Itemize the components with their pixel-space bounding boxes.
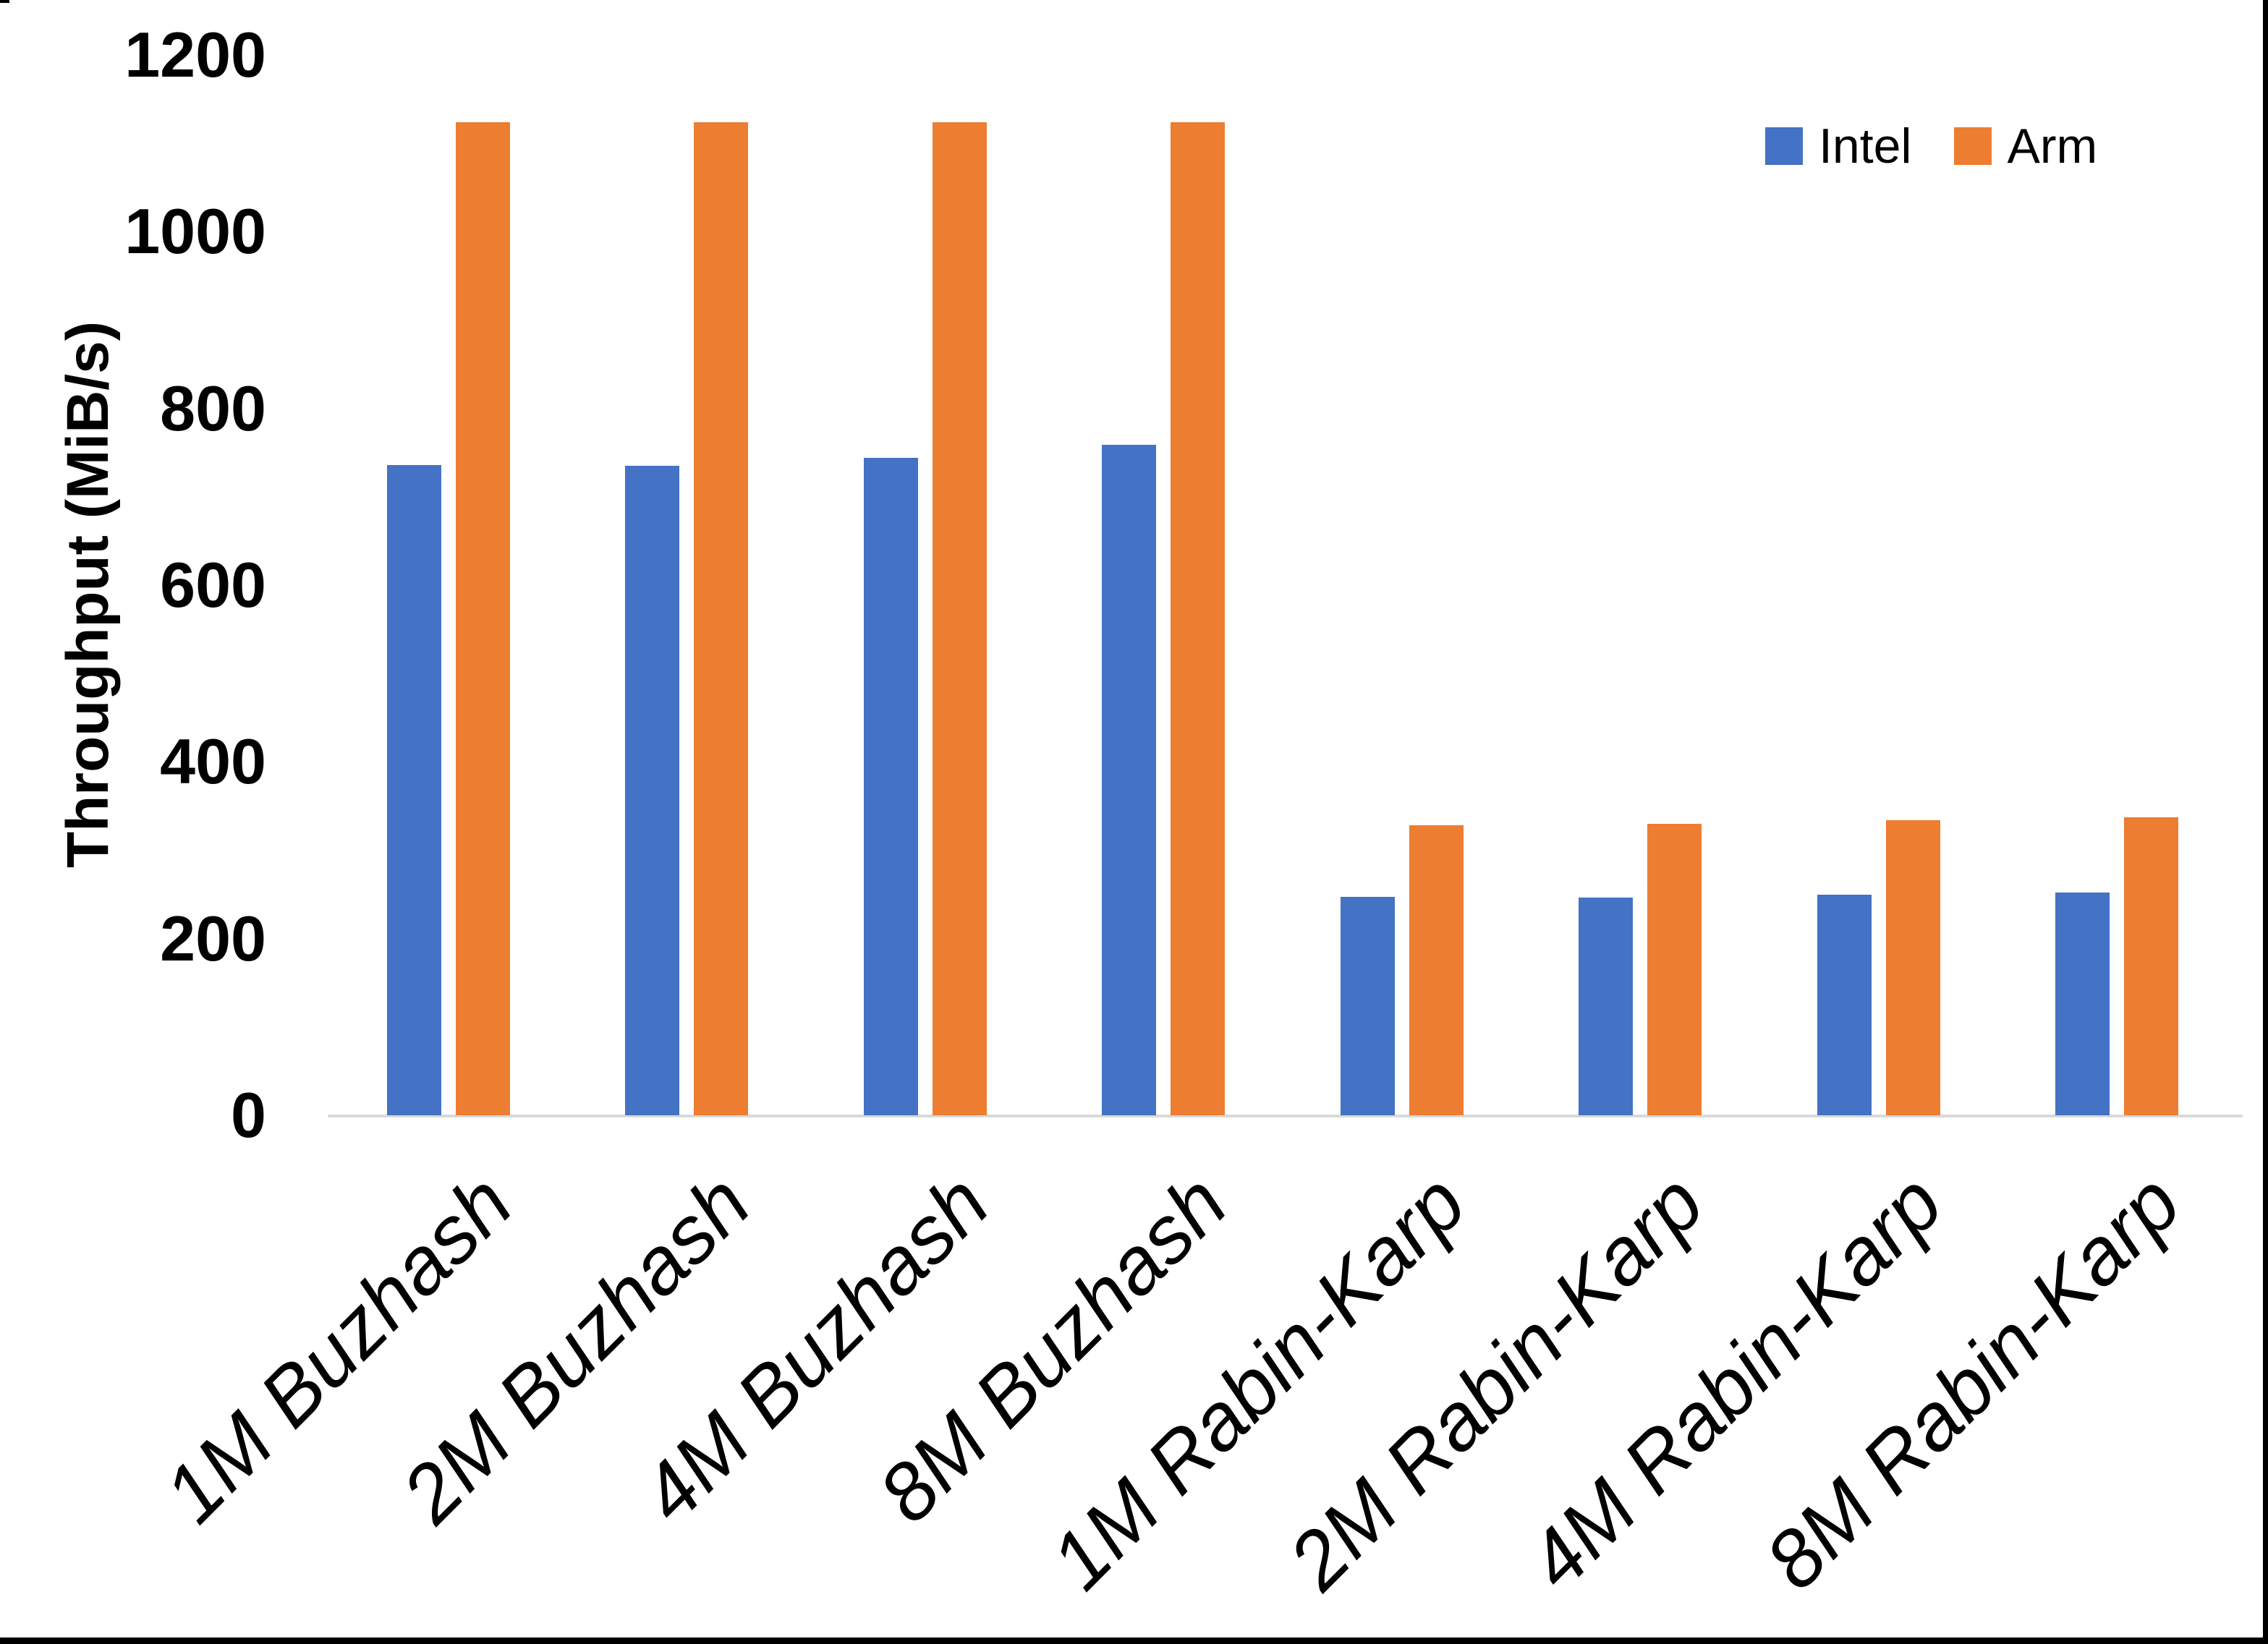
- legend-item-arm: Arm: [1953, 119, 2098, 174]
- x-axis-line: [328, 1115, 2243, 1117]
- y-axis-tick-label-0: 0: [231, 1079, 266, 1151]
- bar-arm-1m-rabin-karp: [1409, 825, 1464, 1115]
- legend-item-intel: Intel: [1765, 119, 1912, 174]
- bar-arm-1m-buzhash: [456, 122, 510, 1115]
- x-axis-label-1m-buzhash: 1M Buzhash: [146, 1157, 530, 1540]
- bar-arm-4m-rabin-karp: [1885, 819, 1940, 1115]
- bar-arm-4m-buzhash: [932, 122, 987, 1115]
- bar-intel-4m-buzhash: [863, 458, 918, 1115]
- bar-intel-8m-rabin-karp: [2055, 893, 2110, 1115]
- y-axis-tick-label-1000: 1000: [124, 195, 266, 268]
- y-axis-tick-label-1200: 1200: [124, 19, 266, 90]
- bar-intel-1m-rabin-karp: [1340, 897, 1395, 1115]
- y-axis-tick-label-400: 400: [160, 725, 266, 798]
- legend-swatch-intel: [1765, 127, 1803, 165]
- bar-arm-2m-rabin-karp: [1647, 823, 1702, 1115]
- legend: Intel Arm: [1765, 119, 2098, 174]
- page-frame-right-border: [2263, 0, 2268, 1644]
- x-axis-label-2m-buzhash: 2M Buzhash: [385, 1157, 768, 1540]
- x-axis-label-8m-rabin-karp: 8M Rabin-Karp: [1748, 1157, 2198, 1606]
- x-axis-label-1m-rabin-karp: 1M Rabin-Karp: [1032, 1157, 1482, 1606]
- legend-label-intel: Intel: [1819, 119, 1912, 174]
- bar-arm-8m-buzhash: [1171, 122, 1226, 1115]
- page-frame-top-left-mark: [0, 0, 9, 3]
- bar-arm-2m-buzhash: [694, 122, 749, 1115]
- bar-arm-8m-rabin-karp: [2124, 817, 2178, 1115]
- bar-intel-2m-rabin-karp: [1579, 898, 1634, 1115]
- bar-intel-2m-buzhash: [625, 466, 680, 1115]
- bar-intel-4m-rabin-karp: [1817, 894, 1872, 1115]
- plot-area: [328, 55, 2243, 1117]
- y-axis-tick-label-600: 600: [160, 549, 266, 621]
- bar-intel-1m-buzhash: [387, 464, 441, 1115]
- x-axis-label-4m-buzhash: 4M Buzhash: [623, 1157, 1006, 1540]
- x-axis-label-2m-rabin-karp: 2M Rabin-Karp: [1271, 1157, 1721, 1606]
- y-axis-tick-label-200: 200: [160, 902, 266, 974]
- bar-intel-8m-buzhash: [1102, 444, 1157, 1115]
- legend-swatch-arm: [1953, 127, 1992, 165]
- y-axis-tick-label-800: 800: [160, 372, 266, 444]
- x-axis-label-4m-rabin-karp: 4M Rabin-Karp: [1509, 1157, 1959, 1606]
- legend-label-arm: Arm: [2007, 119, 2098, 174]
- x-axis-label-8m-buzhash: 8M Buzhash: [861, 1157, 1244, 1540]
- page-frame-bottom-border: [0, 1637, 2268, 1644]
